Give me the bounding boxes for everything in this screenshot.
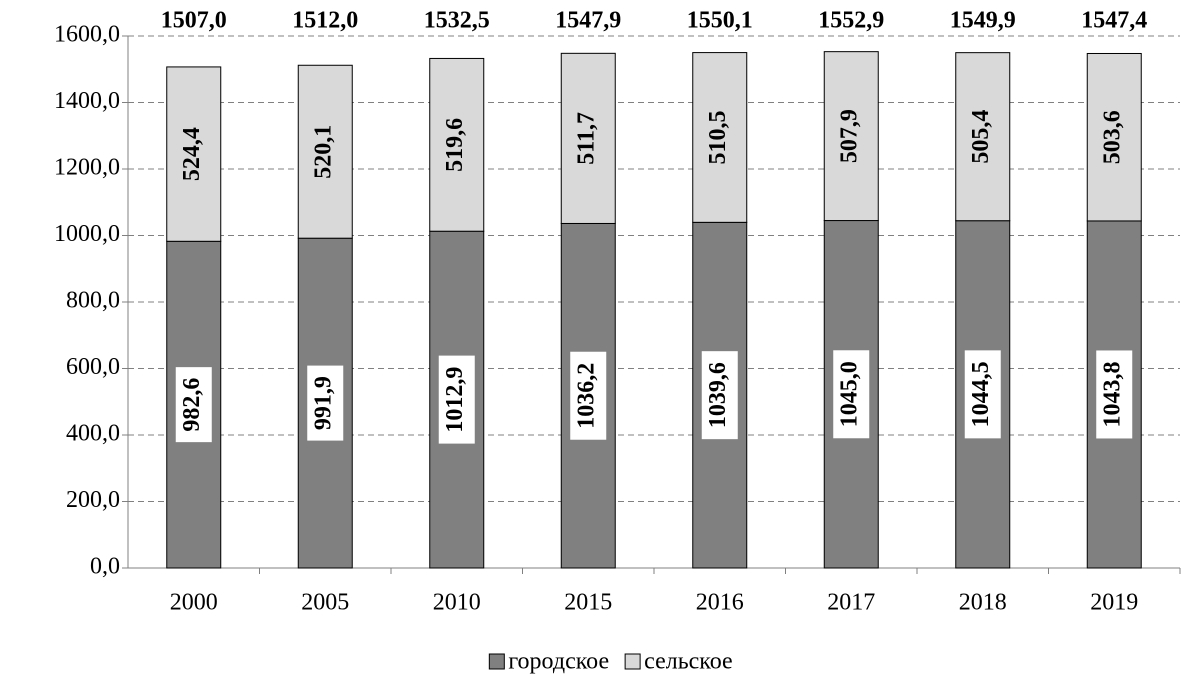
y-tick-label: 600,0 [66,354,120,380]
total-label: 1550,1 [687,8,753,34]
bar-segment [429,57,485,232]
label-box [438,355,475,444]
value-label: 507,9 [837,109,863,163]
bar-segment [692,52,748,223]
y-tick-label: 800,0 [66,288,120,314]
value-label: 520,1 [311,125,337,179]
bar-segment [823,51,879,222]
y-tick-label: 1400,0 [54,88,120,114]
value-label: 982,6 [179,378,205,432]
x-tick-label: 2018 [959,590,1007,616]
x-tick-label: 2005 [301,590,349,616]
value-label: 1012,9 [442,367,468,433]
label-box [175,367,212,443]
bar-segment [166,66,222,242]
value-label: 511,7 [574,112,600,165]
value-label: 524,4 [179,127,205,181]
value-label: 1045,0 [837,361,863,427]
legend-swatch [488,653,505,670]
y-tick-label: 1600,0 [54,22,120,48]
value-label: 519,6 [442,118,468,172]
x-tick-label: 2010 [433,590,481,616]
label-box [833,350,870,439]
legend-label: городское [508,649,609,675]
total-label: 1549,9 [950,8,1016,34]
y-tick-label: 200,0 [66,487,120,513]
y-tick-label: 0,0 [90,554,120,580]
value-label: 505,4 [968,110,994,164]
x-tick-label: 2019 [1090,590,1138,616]
value-label: 1039,6 [705,362,731,428]
legend-swatch [624,653,641,670]
legend-label: сельское [644,649,733,675]
y-tick-label: 400,0 [66,421,120,447]
label-box [1096,350,1133,439]
label-box [701,351,738,440]
value-label: 991,9 [311,376,337,430]
value-label: 1036,2 [574,363,600,429]
y-tick-label: 1000,0 [54,221,120,247]
total-label: 1547,9 [555,8,621,34]
x-tick-label: 2015 [564,590,612,616]
bar-segment [560,52,616,224]
label-box [964,350,1001,439]
total-label: 1552,9 [818,8,884,34]
x-tick-label: 2000 [170,590,218,616]
total-label: 1532,5 [424,8,490,34]
legend: городское сельское [488,649,733,675]
bar-segment [297,64,353,239]
total-label: 1507,0 [161,8,227,34]
total-label: 1547,4 [1081,8,1147,34]
y-tick-label: 1200,0 [54,155,120,181]
value-label: 1043,8 [1100,361,1126,427]
value-label: 503,6 [1100,110,1126,164]
x-tick-label: 2016 [696,590,744,616]
value-label: 510,5 [705,110,731,164]
value-label: 1044,5 [968,361,994,427]
x-tick-label: 2017 [827,590,875,616]
bar-segment [955,52,1011,222]
total-label: 1512,0 [292,8,358,34]
label-box [570,351,607,440]
bar-segment [1086,52,1142,222]
label-box [307,365,344,441]
